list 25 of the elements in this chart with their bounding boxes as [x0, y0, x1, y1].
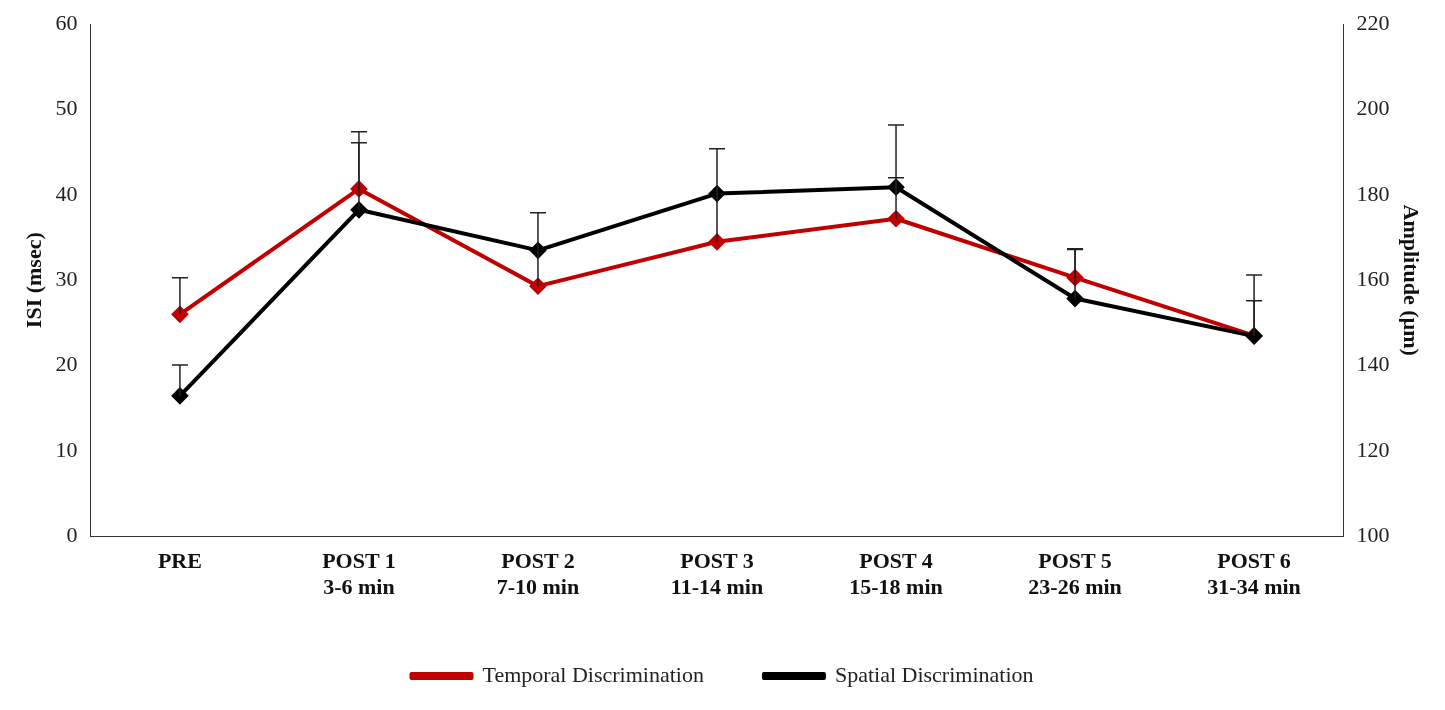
x-tick-label: POST 2 7-10 min	[496, 548, 580, 600]
y2-tick-label: 100	[1356, 521, 1390, 547]
y2-tick-label: 140	[1356, 351, 1390, 377]
y2-axis-title: Amplitude (µm)	[1399, 204, 1425, 356]
y2-tick-label: 120	[1356, 436, 1390, 462]
y-tick-label: 50	[55, 95, 78, 121]
x-tick-label: POST 3 11-14 min	[670, 548, 764, 600]
y2-tick-label: 160	[1356, 265, 1390, 291]
legend-label: Temporal Discrimination	[482, 661, 704, 687]
x-tick-label: POST 1 3-6 min	[322, 548, 396, 600]
y-tick-label: 60	[55, 9, 78, 35]
x-tick-label: POST 6 31-34 min	[1207, 548, 1301, 600]
legend-label: Spatial Discrimination	[834, 661, 1034, 687]
y-tick-label: 20	[55, 351, 78, 377]
y2-tick-label: 200	[1356, 95, 1390, 121]
y2-tick-label: 220	[1356, 9, 1390, 35]
y-tick-label: 40	[55, 180, 78, 206]
x-tick-label: PRE	[157, 548, 202, 574]
y-tick-label: 10	[55, 436, 78, 462]
y-tick-label: 0	[66, 521, 78, 547]
x-tick-label: POST 4 15-18 min	[849, 548, 943, 600]
x-tick-label: POST 5 23-26 min	[1028, 548, 1122, 600]
y-axis-title: ISI (msec)	[20, 232, 46, 329]
y-tick-label: 30	[55, 265, 78, 291]
y2-tick-label: 180	[1356, 180, 1390, 206]
